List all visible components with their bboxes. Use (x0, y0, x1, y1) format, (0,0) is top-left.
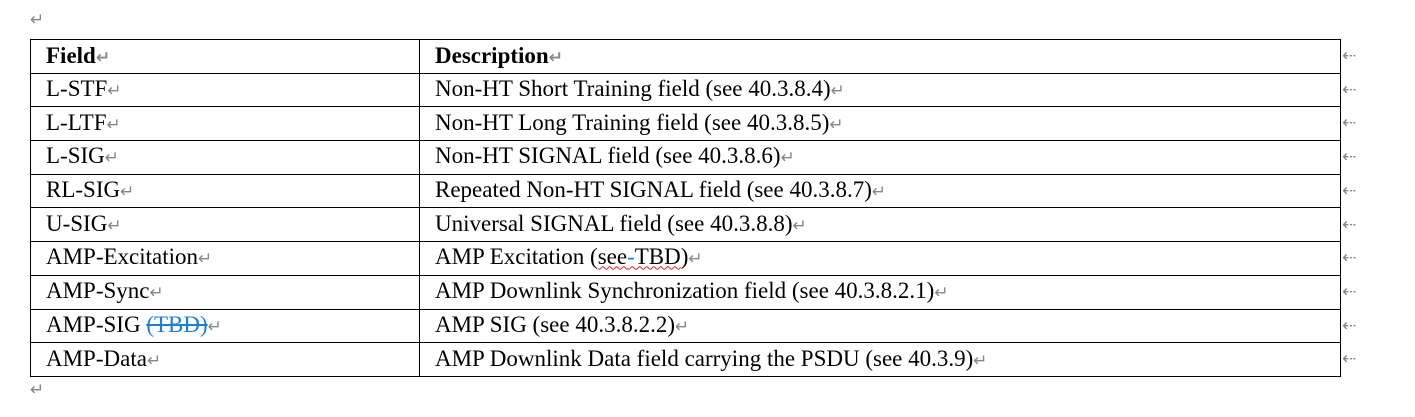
table-row: U-SIG↵ Universal SIGNAL field (see 40.3.8… (30, 207, 1341, 243)
field-cell[interactable]: U-SIG↵ (30, 207, 420, 243)
description-cell[interactable]: Non-HT SIGNAL field (see 40.3.8.6)↵ (419, 140, 1341, 175)
table-row: RL-SIG↵ Repeated Non-HT SIGNAL field (see… (30, 173, 1341, 209)
row-end-mark: ⇠ (1342, 315, 1357, 336)
table-row: AMP-SIG (TBD)↵ AMP SIG (see 40.3.8.2.2)↵ (30, 308, 1341, 344)
deleted-text: (TBD) (146, 311, 208, 337)
table-row: L-STF↵ Non-HT Short Training field (see 4… (30, 72, 1341, 108)
field-cell[interactable]: L-STF↵ (30, 72, 420, 108)
field-cell[interactable]: AMP-SIG (TBD)↵ (30, 308, 420, 344)
row-end-mark: ⇠ (1342, 281, 1357, 302)
row-end-mark: ⇠ (1342, 79, 1357, 100)
field-cell[interactable]: AMP-Data↵ (30, 342, 420, 377)
row-end-mark: ⇠ (1342, 214, 1357, 235)
paragraph-mark: ↵ (30, 10, 45, 30)
row-end-mark: ⇠ (1342, 248, 1357, 269)
table-header-row: Field↵ Description↵ (30, 39, 1341, 74)
table-row: L-SIG↵ Non-HT SIGNAL field (see 40.3.8.6)… (30, 140, 1341, 175)
field-cell[interactable]: AMP-Sync↵ (30, 274, 420, 310)
field-cell[interactable]: RL-SIG↵ (30, 173, 420, 209)
table-row: L-LTF↵ Non-HT Long Training field (see 40… (30, 106, 1341, 142)
row-end-mark: ⇠ (1342, 113, 1357, 134)
field-cell[interactable]: L-LTF↵ (30, 106, 420, 142)
row-end-mark: ⇠ (1342, 180, 1357, 201)
header-field: Field↵ (30, 39, 420, 74)
table-row: AMP-Data↵ AMP Downlink Data field carryin… (30, 342, 1341, 377)
field-cell[interactable]: AMP-Excitation↵ (30, 241, 420, 276)
description-cell[interactable]: AMP Excitation (see-TBD)↵ (419, 241, 1341, 276)
field-table: Field↵ Description↵ L-STF↵ Non-HT Short T… (30, 39, 1341, 377)
row-end-mark: ⇠ (1342, 147, 1357, 168)
table-row: AMP-Excitation↵ AMP Excitation (see-TBD)↵ (30, 241, 1341, 276)
description-cell[interactable]: AMP Downlink Data field carrying the PSD… (419, 342, 1341, 377)
row-end-mark: ⇠ (1342, 46, 1357, 66)
paragraph-mark: ↵ (30, 380, 45, 400)
header-description: Description↵ (419, 39, 1341, 74)
description-text: AMP Excitation (see-TBD) (435, 244, 689, 270)
description-cell[interactable]: Non-HT Long Training field (see 40.3.8.5… (419, 106, 1341, 142)
description-cell[interactable]: AMP Downlink Synchronization field (see … (419, 274, 1341, 310)
description-cell[interactable]: AMP SIG (see 40.3.8.2.2)↵ (419, 308, 1341, 344)
description-cell[interactable]: Universal SIGNAL field (see 40.3.8.8)↵ (419, 207, 1341, 243)
row-end-mark: ⇠ (1342, 349, 1357, 370)
description-cell[interactable]: Repeated Non-HT SIGNAL field (see 40.3.8… (419, 173, 1341, 209)
description-cell[interactable]: Non-HT Short Training field (see 40.3.8.… (419, 72, 1341, 108)
field-cell[interactable]: L-SIG↵ (30, 140, 420, 175)
table-row: AMP-Sync↵ AMP Downlink Synchronization fi… (30, 274, 1341, 310)
